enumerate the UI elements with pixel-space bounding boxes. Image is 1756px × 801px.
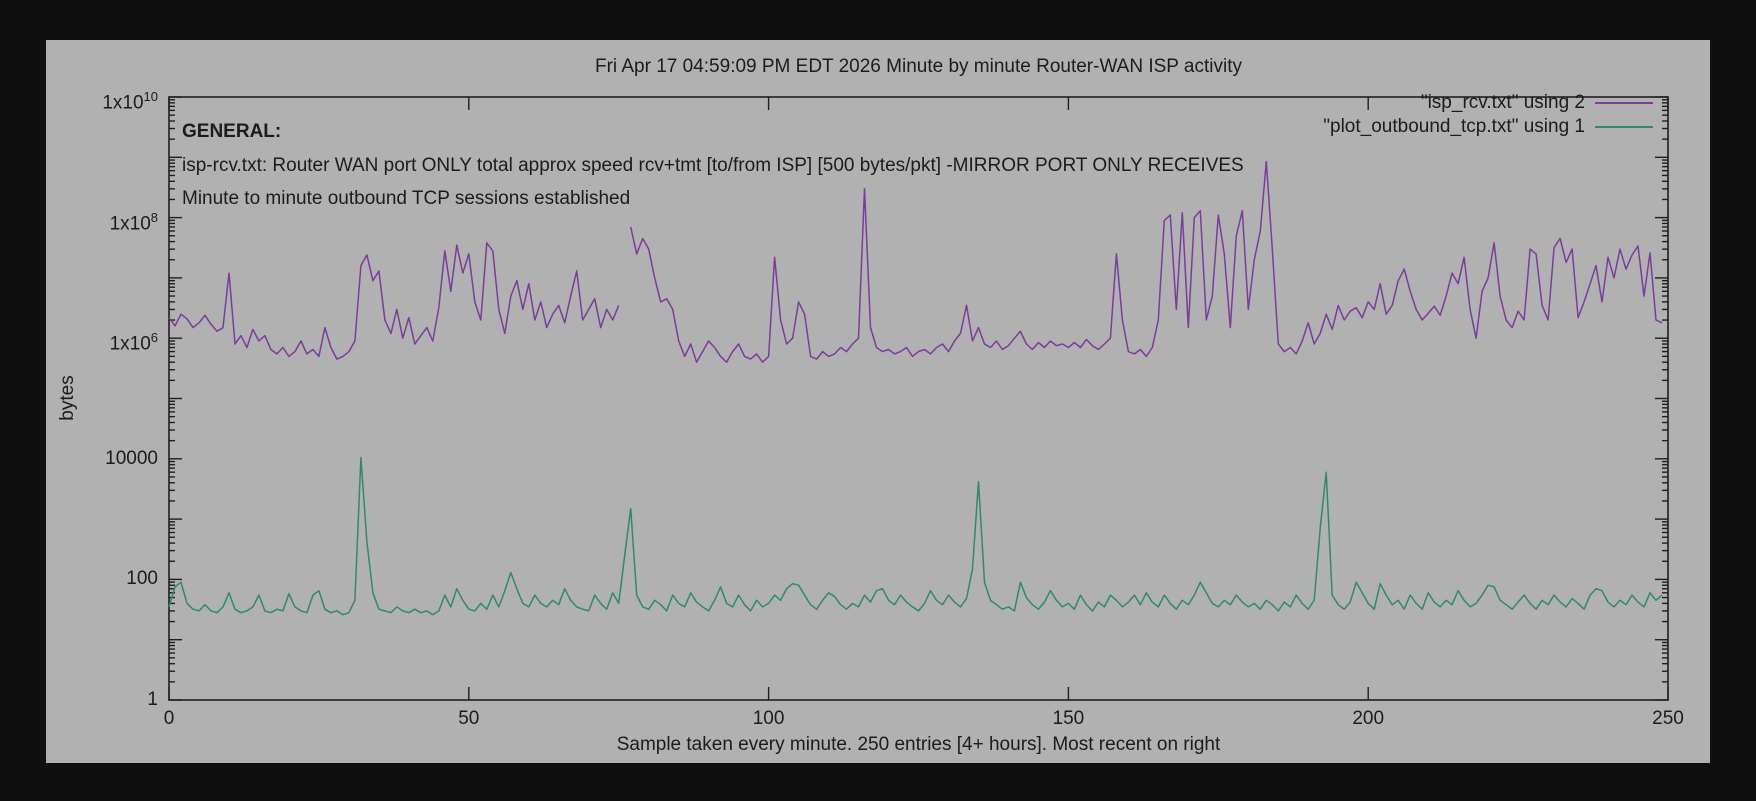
y-tick-label: 1 bbox=[147, 689, 158, 710]
y-tick-label: 1x1010 bbox=[102, 89, 158, 114]
x-tick-label: 250 bbox=[1652, 708, 1684, 729]
x-tick-label: 100 bbox=[752, 708, 785, 729]
x-tick-label: 50 bbox=[458, 708, 480, 729]
legend-item-isp-rcv: "isp_rcv.txt" using 2 bbox=[1421, 92, 1653, 114]
annotation-heading: GENERAL: bbox=[182, 121, 282, 142]
series-line-outbound-tcp bbox=[168, 456, 1663, 616]
legend-line-swatch-isp-rcv bbox=[1595, 102, 1653, 104]
legend-item-outbound-tcp: "plot_outbound_tcp.txt" using 1 bbox=[1323, 116, 1653, 138]
x-axis-label: Sample taken every minute. 250 entries [… bbox=[616, 734, 1221, 755]
y-axis-label: bytes bbox=[57, 375, 78, 421]
legend: "isp_rcv.txt" using 2 "plot_outbound_tcp… bbox=[1323, 92, 1653, 138]
y-tick-label: 100 bbox=[126, 568, 158, 590]
annotation-line-2: Minute to minute outbound TCP sessions e… bbox=[182, 188, 631, 209]
annotation-line-1: isp-rcv.txt: Router WAN port ONLY total … bbox=[182, 155, 1244, 176]
x-tick-label: 150 bbox=[1052, 708, 1085, 729]
y-tick-label: 1x106 bbox=[109, 330, 158, 355]
plot-title: Fri Apr 17 04:59:09 PM EDT 2026 Minute b… bbox=[595, 56, 1242, 77]
y-tick-label: 1x108 bbox=[109, 209, 158, 234]
legend-label-outbound-tcp: "plot_outbound_tcp.txt" using 1 bbox=[1323, 116, 1585, 137]
x-tick-label: 0 bbox=[163, 708, 175, 729]
legend-label-isp-rcv: "isp_rcv.txt" using 2 bbox=[1420, 92, 1585, 113]
legend-line-swatch-outbound-tcp bbox=[1595, 126, 1653, 128]
series-line-isp-rcv bbox=[168, 160, 1663, 363]
x-tick-label: 200 bbox=[1352, 708, 1385, 729]
y-tick-label: 10000 bbox=[105, 447, 158, 469]
plot-panel bbox=[46, 40, 1710, 763]
